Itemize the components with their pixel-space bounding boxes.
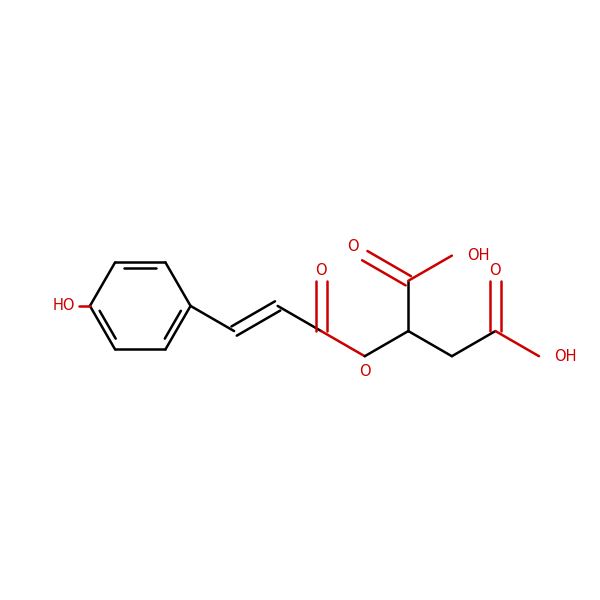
Text: OH: OH bbox=[467, 248, 489, 263]
Text: O: O bbox=[359, 364, 371, 379]
Text: HO: HO bbox=[53, 298, 75, 313]
Text: OH: OH bbox=[554, 349, 576, 364]
Text: O: O bbox=[490, 263, 501, 278]
Text: O: O bbox=[347, 239, 359, 254]
Text: O: O bbox=[316, 263, 327, 278]
